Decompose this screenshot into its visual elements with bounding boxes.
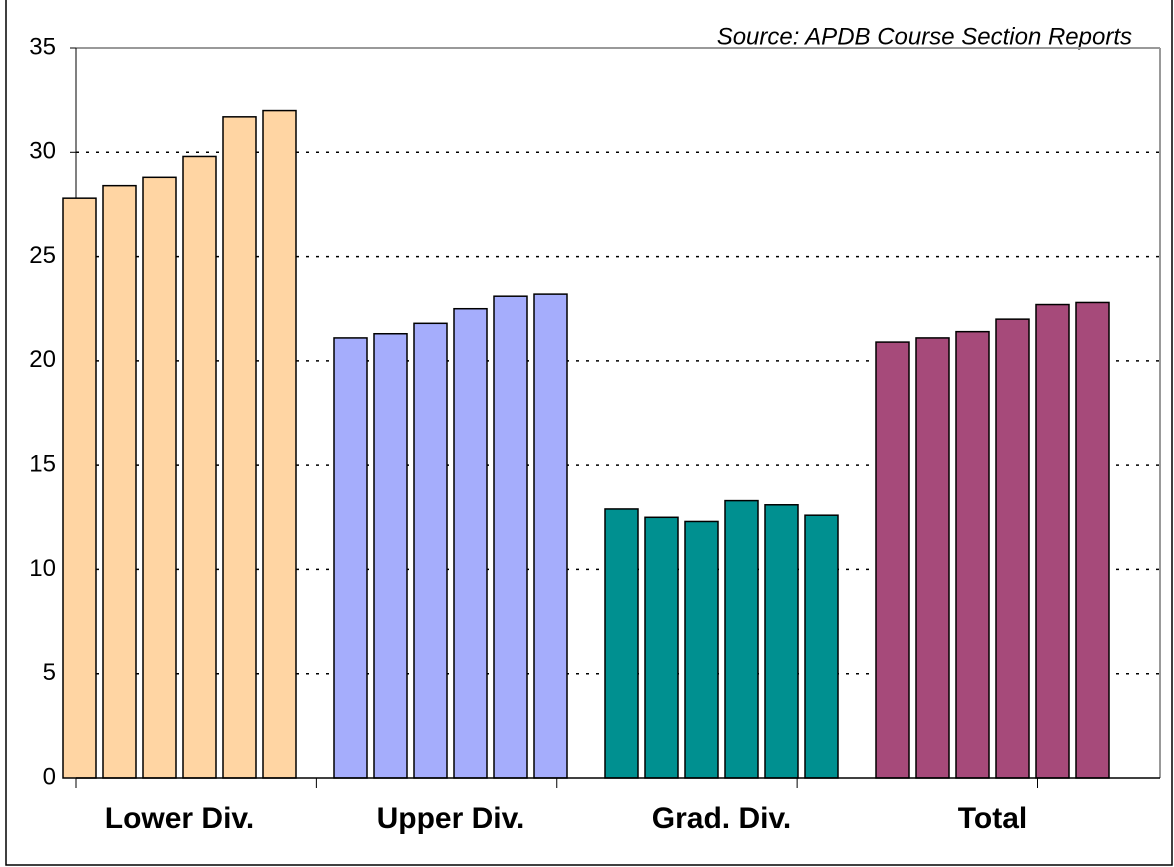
x-tick-label: Lower Div. <box>105 802 254 835</box>
bar <box>102 184 137 779</box>
x-tick-label: Total <box>958 802 1027 835</box>
bar <box>804 514 839 779</box>
bar <box>182 155 217 779</box>
bar <box>413 322 448 779</box>
bar <box>684 520 719 779</box>
y-tick-label: 30 <box>29 138 56 165</box>
bar <box>373 332 408 779</box>
bar <box>262 109 297 779</box>
bar <box>333 337 368 779</box>
y-tick-label: 5 <box>43 659 56 686</box>
bar <box>995 318 1030 779</box>
bar <box>453 307 488 779</box>
bar <box>1075 301 1110 779</box>
bar <box>955 330 990 779</box>
y-tick-label: 25 <box>29 242 56 269</box>
bar <box>875 341 910 779</box>
bar <box>533 293 568 779</box>
bar <box>644 516 679 779</box>
bar <box>493 295 528 779</box>
y-tick-label: 0 <box>43 763 56 790</box>
y-tick-label: 20 <box>29 346 56 373</box>
bar <box>724 499 759 779</box>
y-tick-label: 35 <box>29 33 56 60</box>
bar <box>62 197 97 779</box>
x-tick-label: Upper Div. <box>377 802 525 835</box>
bar <box>142 176 177 779</box>
bar <box>915 337 950 779</box>
bar <box>1035 303 1070 779</box>
bar <box>222 116 257 779</box>
bar <box>764 504 799 779</box>
y-tick-label: 10 <box>29 555 56 582</box>
x-tick-label: Grad. Div. <box>652 802 791 835</box>
y-tick-label: 15 <box>29 450 56 477</box>
source-note: Source: APDB Course Section Reports <box>717 23 1132 50</box>
bar <box>604 508 639 779</box>
